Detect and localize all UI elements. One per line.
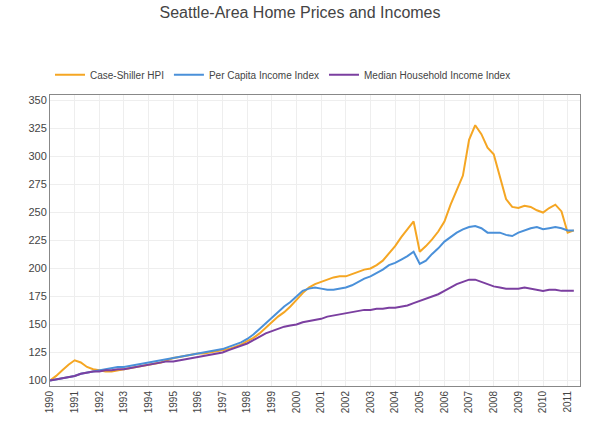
svg-text:1996: 1996 <box>192 391 203 414</box>
svg-text:275: 275 <box>28 178 46 190</box>
svg-text:2001: 2001 <box>315 391 326 414</box>
svg-text:1995: 1995 <box>168 391 179 414</box>
svg-text:Seattle-Area Home Prices and I: Seattle-Area Home Prices and Incomes <box>159 4 440 21</box>
svg-text:1992: 1992 <box>94 391 105 414</box>
svg-text:2007: 2007 <box>463 391 474 414</box>
svg-text:2009: 2009 <box>513 391 524 414</box>
svg-text:Per Capita Income Index: Per Capita Income Index <box>209 70 319 81</box>
svg-text:1993: 1993 <box>118 391 129 414</box>
svg-text:Median Household Income Index: Median Household Income Index <box>364 70 510 81</box>
svg-text:2003: 2003 <box>365 391 376 414</box>
svg-text:2005: 2005 <box>414 391 425 414</box>
svg-text:Case-Shiller HPI: Case-Shiller HPI <box>90 70 164 81</box>
svg-text:175: 175 <box>28 290 46 302</box>
svg-text:1999: 1999 <box>266 391 277 414</box>
svg-text:2004: 2004 <box>389 391 400 414</box>
svg-text:150: 150 <box>28 318 46 330</box>
svg-text:1997: 1997 <box>217 391 228 414</box>
svg-text:100: 100 <box>28 374 46 386</box>
svg-text:300: 300 <box>28 150 46 162</box>
svg-text:2008: 2008 <box>488 391 499 414</box>
svg-text:350: 350 <box>28 94 46 106</box>
svg-text:225: 225 <box>28 234 46 246</box>
svg-text:2000: 2000 <box>291 391 302 414</box>
svg-text:2006: 2006 <box>439 391 450 414</box>
svg-text:325: 325 <box>28 122 46 134</box>
svg-text:2002: 2002 <box>340 391 351 414</box>
svg-text:200: 200 <box>28 262 46 274</box>
svg-text:2011: 2011 <box>562 391 573 413</box>
svg-text:1991: 1991 <box>69 391 80 414</box>
svg-text:125: 125 <box>28 346 46 358</box>
svg-text:1994: 1994 <box>143 391 154 414</box>
svg-text:1990: 1990 <box>44 391 55 414</box>
svg-text:2010: 2010 <box>537 391 548 414</box>
svg-text:1998: 1998 <box>241 391 252 414</box>
svg-text:250: 250 <box>28 206 46 218</box>
